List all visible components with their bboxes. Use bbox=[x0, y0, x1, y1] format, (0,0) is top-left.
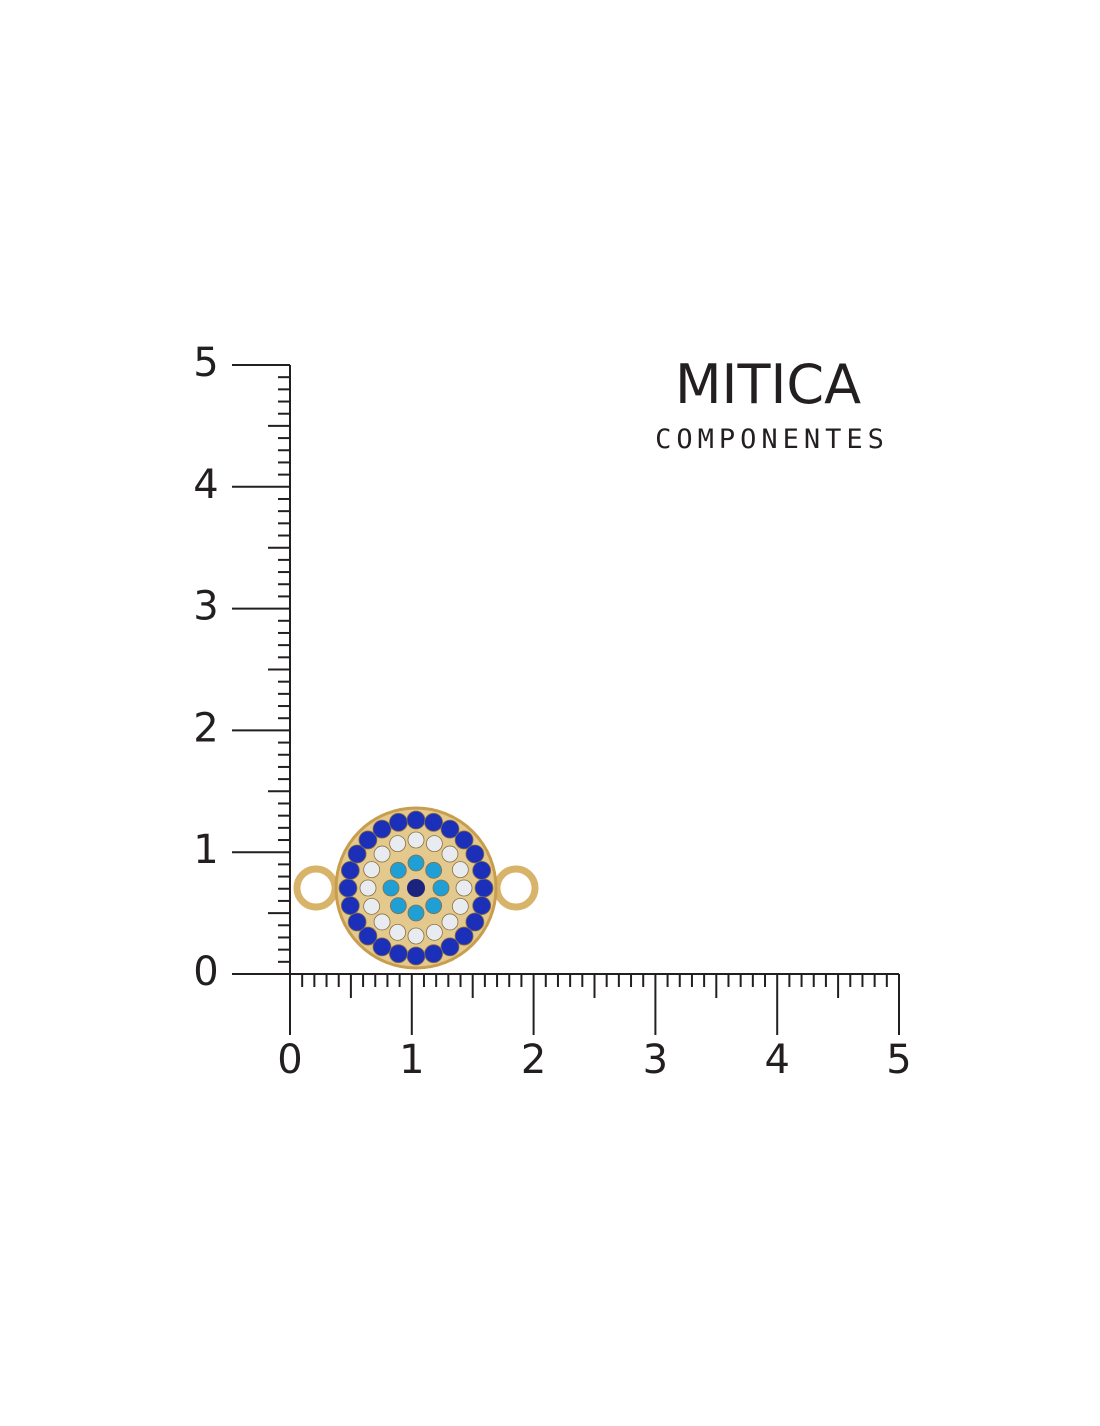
x-tick-label: 2 bbox=[521, 1037, 546, 1083]
stone bbox=[425, 897, 443, 915]
x-tick-label: 3 bbox=[643, 1037, 668, 1083]
stone bbox=[407, 904, 425, 922]
stone bbox=[358, 926, 378, 946]
stone bbox=[406, 810, 426, 830]
stone bbox=[440, 937, 460, 957]
stone bbox=[372, 937, 392, 957]
stone bbox=[373, 845, 391, 863]
stone bbox=[407, 879, 425, 897]
brand-tagline: COMPONENTES bbox=[655, 424, 889, 455]
stone bbox=[389, 923, 407, 941]
stone bbox=[382, 879, 400, 897]
stone bbox=[340, 861, 360, 880]
ruler bbox=[232, 364, 900, 1035]
stone bbox=[340, 896, 360, 915]
stone bbox=[474, 878, 494, 898]
y-tick-label: 0 bbox=[193, 949, 218, 995]
stone bbox=[407, 854, 425, 872]
x-tick-label: 5 bbox=[886, 1037, 911, 1083]
pendant bbox=[293, 806, 539, 970]
stone bbox=[425, 923, 443, 941]
stone bbox=[424, 812, 443, 832]
stone bbox=[389, 897, 407, 915]
y-tick-label: 1 bbox=[193, 827, 218, 873]
y-tick-label: 4 bbox=[193, 462, 218, 508]
stone bbox=[425, 861, 443, 879]
stone bbox=[358, 830, 378, 850]
stone bbox=[389, 812, 408, 832]
stone bbox=[338, 878, 358, 898]
x-tick-label: 4 bbox=[764, 1037, 789, 1083]
stone bbox=[424, 944, 443, 964]
stone bbox=[465, 844, 485, 864]
stone bbox=[347, 912, 367, 932]
stone bbox=[389, 835, 407, 853]
stone bbox=[451, 861, 469, 879]
stone bbox=[432, 879, 450, 897]
y-tick-label: 2 bbox=[193, 705, 218, 751]
stone bbox=[407, 831, 425, 849]
y-tick-label: 5 bbox=[193, 340, 218, 386]
stone bbox=[472, 896, 492, 915]
stone bbox=[407, 927, 425, 945]
brand-name: MITICA bbox=[675, 353, 861, 416]
stone bbox=[451, 897, 469, 915]
stone bbox=[389, 944, 408, 964]
stone bbox=[406, 946, 426, 966]
loop bbox=[493, 865, 539, 911]
stone bbox=[347, 844, 367, 864]
loop bbox=[293, 865, 339, 911]
stone bbox=[440, 819, 460, 839]
y-tick-label: 3 bbox=[193, 584, 218, 630]
stone bbox=[454, 926, 474, 946]
stone bbox=[389, 861, 407, 879]
stone bbox=[465, 912, 485, 932]
stone bbox=[373, 913, 391, 931]
stone bbox=[472, 861, 492, 880]
stone bbox=[372, 819, 392, 839]
stone bbox=[425, 835, 443, 853]
stone bbox=[363, 861, 381, 879]
stone bbox=[441, 913, 459, 931]
stone bbox=[359, 879, 377, 897]
stone bbox=[454, 830, 474, 850]
stone bbox=[455, 879, 473, 897]
x-tick-label: 0 bbox=[277, 1037, 302, 1083]
x-tick-label: 1 bbox=[399, 1037, 424, 1083]
stone bbox=[441, 845, 459, 863]
stone bbox=[363, 897, 381, 915]
